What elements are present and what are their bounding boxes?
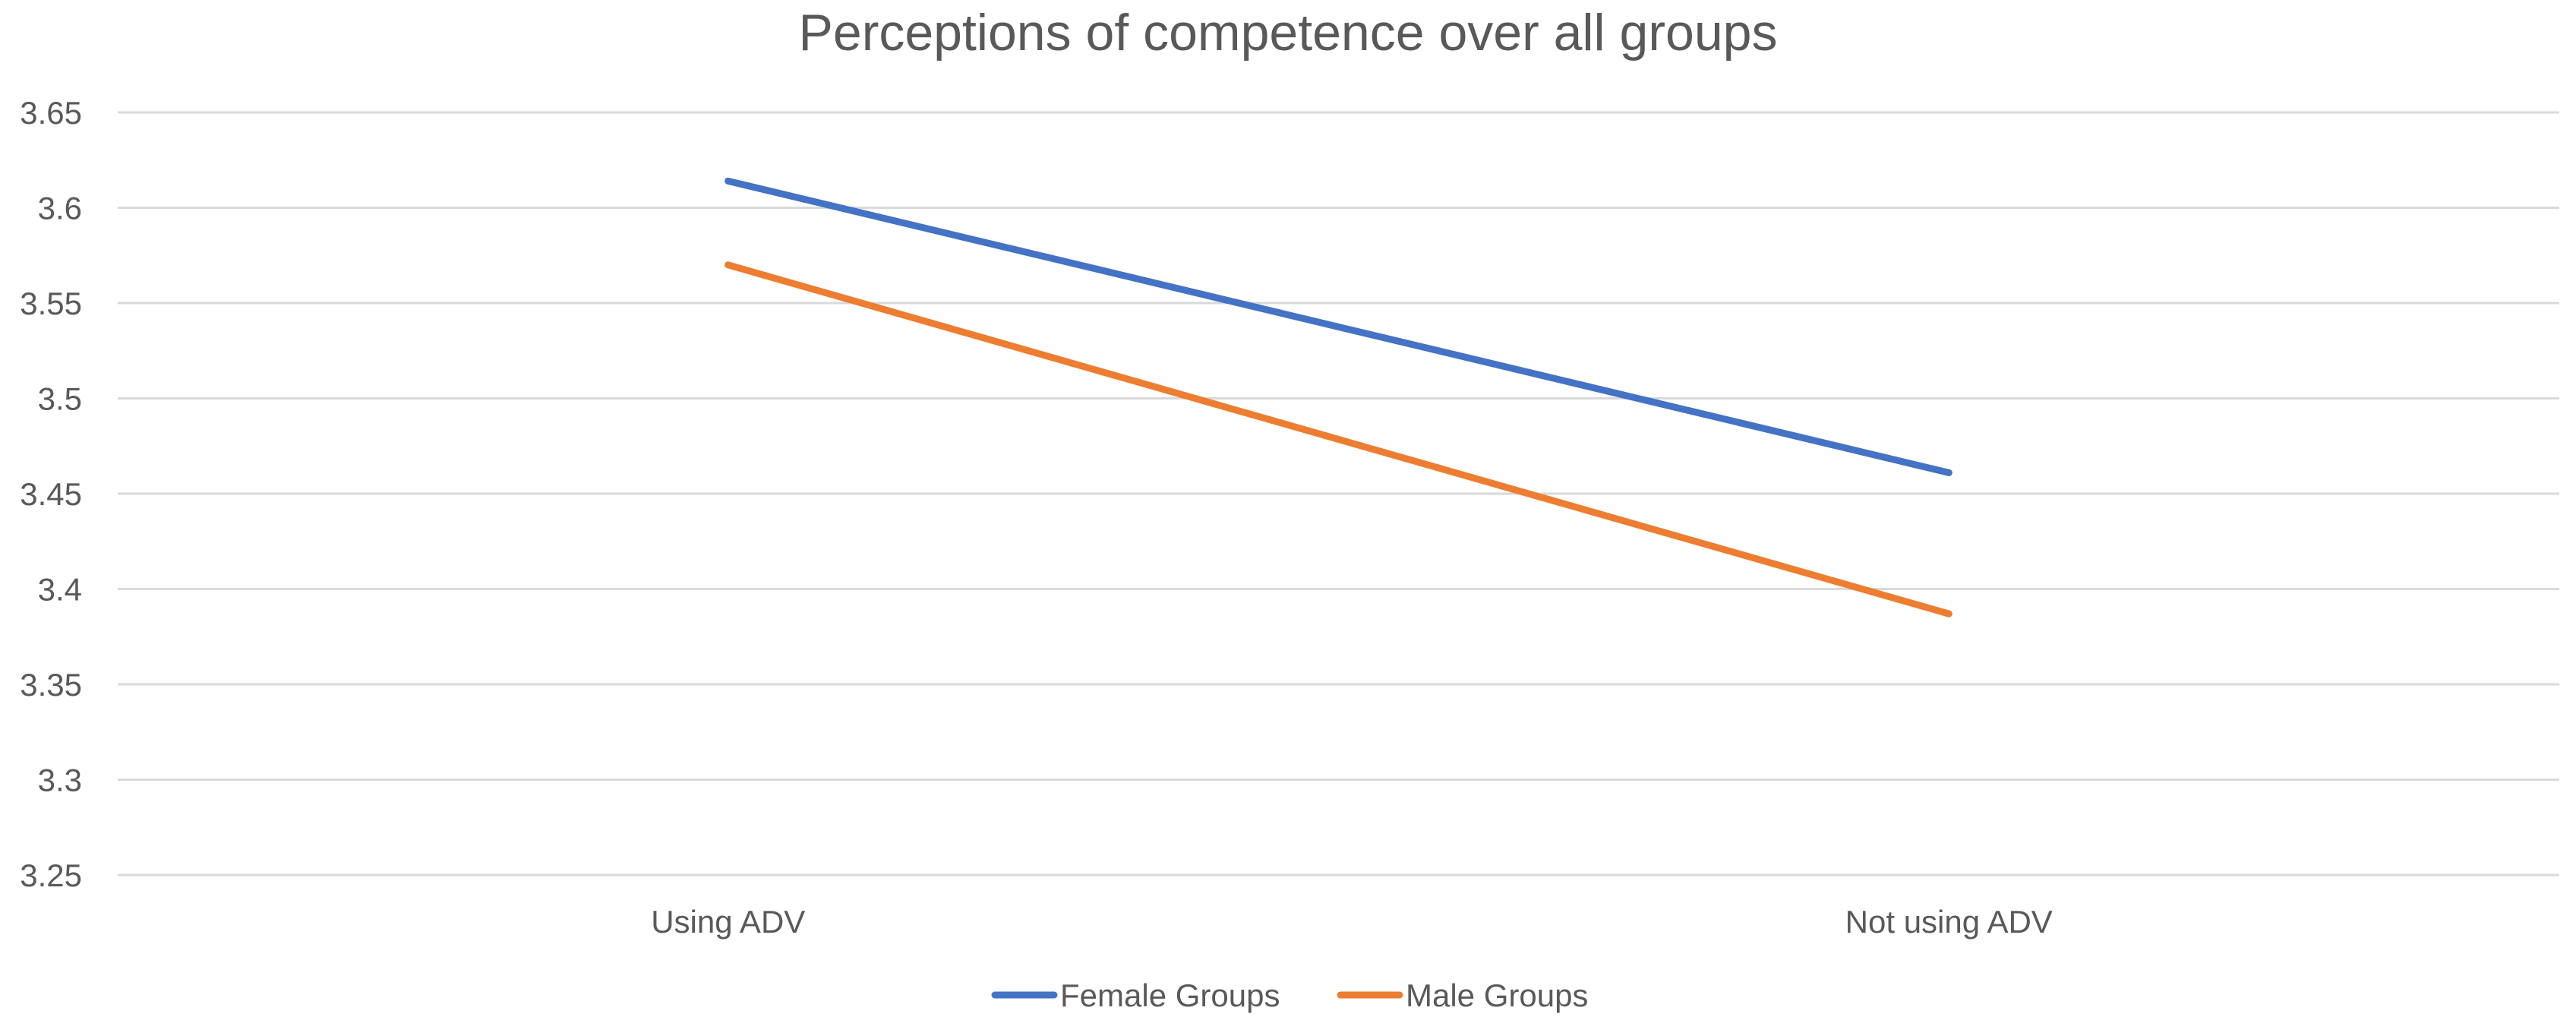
- y-axis-ticks: 3.25 3.3 3.35 3.4 3.45 3.5 3.55 3.6 3.65: [20, 95, 82, 893]
- data-point: [1945, 469, 1953, 476]
- y-tick-label: 3.55: [20, 286, 82, 321]
- x-axis-ticks: Using ADV Not using ADV: [651, 904, 2053, 940]
- y-tick-label: 3.5: [38, 381, 82, 417]
- y-tick-label: 3.25: [20, 858, 82, 893]
- y-tick-label: 3.45: [20, 476, 82, 512]
- series-line-male-groups: [724, 261, 1953, 617]
- y-tick-label: 3.35: [20, 667, 82, 703]
- x-tick-label: Not using ADV: [1845, 904, 2053, 940]
- y-tick-label: 3.65: [20, 95, 82, 131]
- series-lines: [724, 177, 1953, 617]
- legend-label: Male Groups: [1406, 978, 1588, 1013]
- legend-label: Female Groups: [1060, 978, 1280, 1013]
- y-tick-label: 3.4: [38, 572, 82, 608]
- data-point: [724, 261, 732, 269]
- series-line-female-groups: [724, 177, 1953, 476]
- x-tick-label: Using ADV: [651, 904, 805, 940]
- gridlines: [118, 111, 2559, 876]
- legend: Female Groups Male Groups: [991, 978, 1588, 1013]
- data-point: [1945, 610, 1953, 617]
- y-tick-label: 3.3: [38, 763, 82, 798]
- data-point: [724, 177, 732, 185]
- y-tick-label: 3.6: [38, 191, 82, 226]
- chart-title: Perceptions of competence over all group…: [799, 4, 1778, 62]
